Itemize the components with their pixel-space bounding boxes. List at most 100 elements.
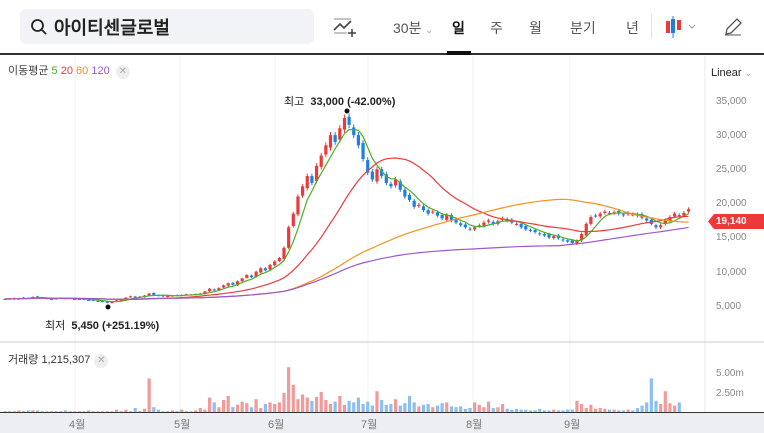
candle	[333, 135, 337, 142]
candle	[682, 212, 686, 216]
candle	[547, 234, 551, 238]
stock-search-field[interactable]: 아이티센글로벌	[20, 9, 314, 44]
volume-bar	[542, 410, 546, 412]
volume-bar	[607, 409, 612, 412]
y-tick: 15,000	[716, 232, 747, 243]
volume-bar	[663, 391, 667, 412]
volume-bar	[314, 396, 319, 412]
volume-bar	[496, 407, 500, 412]
candle	[645, 218, 649, 221]
candle	[584, 223, 588, 236]
volume-bar	[635, 408, 639, 412]
tab-quarter[interactable]: 분기	[570, 20, 596, 36]
candle	[361, 143, 365, 160]
candle	[73, 299, 77, 301]
volume-bar	[40, 411, 44, 412]
ma-label: 이동평균	[8, 65, 49, 77]
candle	[421, 206, 426, 211]
candle	[552, 236, 556, 239]
add-indicator-icon[interactable]	[333, 16, 359, 38]
tab-week[interactable]: 주	[490, 20, 503, 36]
candle	[96, 300, 100, 302]
volume-bar	[463, 408, 467, 412]
candle	[477, 225, 481, 227]
volume-bar	[352, 402, 356, 412]
candle	[356, 135, 360, 146]
volume-bar	[454, 407, 458, 412]
volume-bar	[519, 409, 523, 412]
candle	[166, 295, 170, 297]
volume-bar	[133, 408, 137, 412]
volume-bar	[342, 404, 347, 412]
candle	[621, 214, 626, 216]
candle	[310, 176, 314, 183]
candle	[231, 282, 235, 285]
volume-bar	[487, 401, 491, 412]
volume-bar	[17, 410, 21, 412]
candle	[305, 176, 309, 189]
candle	[235, 281, 240, 286]
candle-type-icon[interactable]	[664, 15, 702, 39]
active-tab-indicator	[447, 51, 471, 55]
month-label: 6월	[268, 419, 285, 431]
volume-bar	[208, 397, 212, 412]
candle	[208, 288, 212, 292]
candle	[217, 288, 221, 291]
candle	[659, 225, 663, 228]
volume-bar	[412, 402, 416, 412]
month-label: 4월	[69, 419, 86, 431]
ma-20: 20	[60, 65, 73, 77]
candle	[435, 212, 440, 216]
candle	[328, 135, 333, 148]
volume-bar	[231, 407, 235, 412]
candle	[487, 220, 491, 222]
candle	[324, 145, 328, 155]
volume-bar	[212, 402, 216, 412]
volume-bar	[59, 411, 63, 412]
volume-bar	[510, 409, 514, 412]
candle	[398, 181, 402, 190]
ma-5: 5	[51, 65, 58, 77]
interval-dropdown[interactable]: 30분 ⌄	[393, 20, 433, 36]
scale-dropdown[interactable]: Linear ⌄	[711, 67, 753, 79]
volume-bar	[49, 411, 54, 412]
tab-month[interactable]: 월	[529, 20, 542, 36]
candle	[342, 118, 347, 130]
candle	[589, 217, 593, 224]
ma-120: 120	[91, 65, 110, 77]
volume-bar	[249, 407, 254, 412]
volume-bar	[556, 410, 560, 412]
candle	[254, 271, 258, 277]
candle	[514, 223, 519, 225]
toolbar: 아이티센글로벌 30분 ⌄ 일 주 월 분기 년	[0, 0, 764, 55]
candle	[449, 215, 453, 221]
volume-bar	[482, 407, 486, 412]
volume-bar	[319, 392, 323, 412]
candle	[668, 217, 672, 222]
x-axis	[0, 412, 764, 433]
volume-bar	[524, 409, 528, 412]
volume-bar	[324, 400, 328, 412]
volume-bar	[621, 410, 626, 412]
candle	[482, 222, 486, 226]
candle	[468, 228, 472, 230]
close-icon[interactable]: ✕	[94, 354, 109, 368]
volume-bar	[491, 408, 495, 412]
volume-bar	[301, 394, 305, 412]
volume-bar	[310, 400, 314, 412]
close-icon[interactable]: ✕	[115, 65, 130, 79]
candle	[314, 165, 319, 182]
volume-bar	[287, 367, 291, 412]
volume-bar	[263, 404, 267, 412]
volume-bar	[175, 411, 179, 412]
month-label: 7월	[361, 419, 378, 431]
volume-tick: 5.00m	[716, 368, 744, 379]
candle	[417, 204, 421, 207]
pencil-icon[interactable]	[723, 17, 743, 37]
tab-year[interactable]: 년	[626, 20, 639, 36]
candle	[654, 225, 658, 228]
candle	[538, 233, 542, 235]
volume-bar	[552, 409, 556, 412]
tab-day[interactable]: 일	[452, 20, 465, 36]
